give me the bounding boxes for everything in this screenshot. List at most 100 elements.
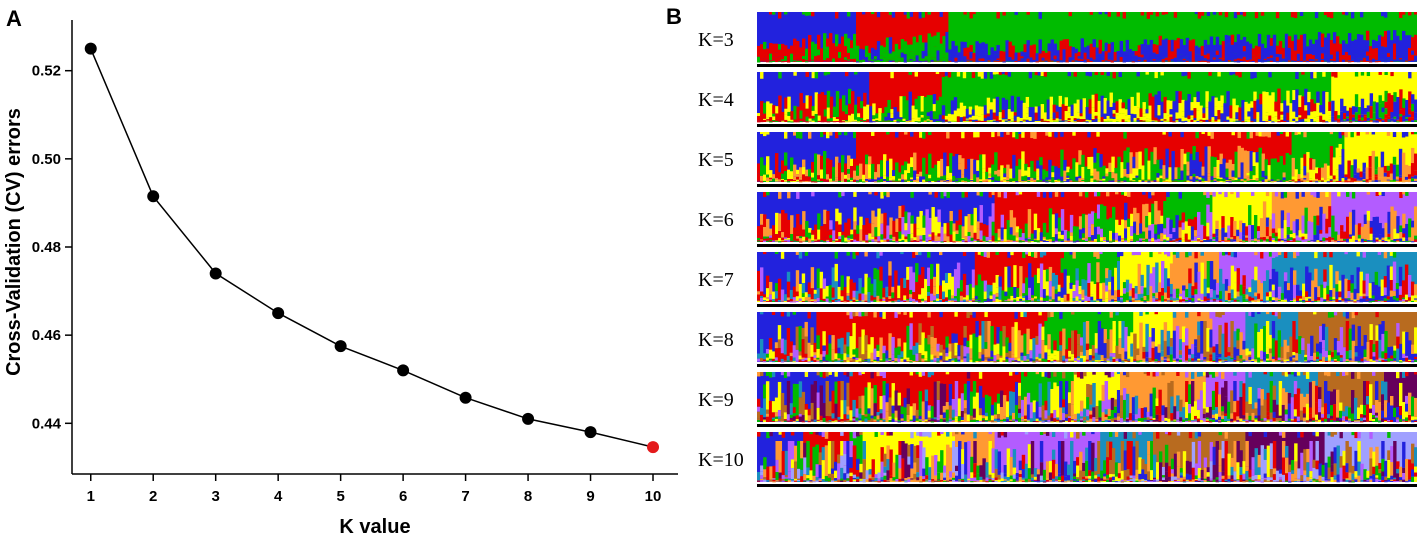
admixture-strip <box>1216 179 1219 180</box>
admixture-strip <box>817 50 820 56</box>
admixture-strip <box>1132 178 1135 180</box>
admixture-strip <box>1346 241 1349 242</box>
admixture-strip <box>877 241 880 242</box>
admixture-strip <box>1381 53 1384 60</box>
admixture-strip <box>1111 299 1114 301</box>
admixture-strip <box>802 241 805 242</box>
admixture-strip <box>814 179 817 181</box>
admixture-strip <box>1344 177 1347 180</box>
admixture-strip <box>1367 221 1370 228</box>
admixture-strip <box>775 178 778 180</box>
admixture-strip <box>1142 116 1145 120</box>
admixture-strip <box>1141 294 1144 298</box>
admixture-strip <box>1408 48 1411 60</box>
admixture-strip <box>802 121 805 122</box>
admixture-strip <box>1087 60 1090 61</box>
admixture-strip <box>1157 224 1160 234</box>
admixture-strip <box>1207 132 1210 136</box>
admixture-strip <box>844 223 847 238</box>
admixture-strip <box>912 121 915 122</box>
admixture-strip <box>1390 207 1393 230</box>
admixture-strip <box>931 207 934 232</box>
admixture-strip <box>1054 59 1057 61</box>
admixture-strip <box>1402 108 1405 115</box>
admixture-strip <box>901 39 904 46</box>
admixture-strip <box>1033 178 1036 179</box>
admixture-strip <box>805 49 808 59</box>
admixture-strip <box>1303 61 1306 62</box>
admixture-strip <box>1338 281 1341 292</box>
admixture-strip <box>1010 234 1013 239</box>
admixture-strip <box>1066 167 1069 173</box>
admixture-strip <box>1202 113 1205 118</box>
admixture-strip <box>1384 108 1387 114</box>
admixture-strip <box>1226 91 1229 107</box>
admixture-strip <box>991 177 994 179</box>
admixture-strip <box>1373 113 1376 121</box>
admixture-strip <box>979 154 982 169</box>
admixture-strip <box>1294 58 1297 61</box>
admixture-strip <box>1177 172 1180 177</box>
admixture-strip <box>757 46 760 57</box>
admixture-strip <box>1120 298 1123 300</box>
admixture-strip <box>1049 301 1052 302</box>
admixture-strip <box>820 170 823 179</box>
admixture-strip <box>1018 170 1021 181</box>
admixture-strip <box>824 95 827 109</box>
admixture-strip <box>1379 118 1382 120</box>
admixture-strip <box>916 217 919 229</box>
admixture-strip <box>1202 121 1205 122</box>
admixture-strip <box>1313 235 1316 240</box>
admixture-strip <box>1405 181 1408 182</box>
admixture-strip <box>1120 252 1123 256</box>
admixture-strip <box>1068 72 1071 76</box>
admixture-strip <box>1142 204 1145 231</box>
admixture-strip <box>1006 181 1009 182</box>
admixture-strip <box>1128 115 1131 118</box>
admixture-strip <box>1105 268 1108 278</box>
admixture-strip <box>787 312 790 317</box>
admixture-strip <box>1135 294 1138 299</box>
admixture-strip <box>818 113 821 116</box>
admixture-strip <box>949 221 952 235</box>
admixture-strip <box>1344 301 1347 302</box>
admixture-strip <box>1344 181 1347 182</box>
admixture-strip <box>1209 212 1212 235</box>
admixture-strip <box>1309 170 1312 179</box>
admixture-strip <box>1194 289 1197 294</box>
admixture-strip <box>1268 95 1271 115</box>
admixture-strip <box>1390 40 1393 50</box>
admixture-strip <box>1020 58 1023 60</box>
admixture-strip <box>1039 165 1042 180</box>
admixture-strip <box>1256 152 1259 162</box>
admixture-strip <box>1067 231 1070 238</box>
admixture-strip <box>960 296 963 301</box>
admixture-strip <box>1129 300 1132 302</box>
admixture-strip <box>1246 42 1249 50</box>
admixture-strip <box>1204 58 1207 60</box>
admixture-strip <box>924 301 927 302</box>
admixture-strip <box>1022 296 1025 298</box>
admixture-strip <box>1270 58 1273 61</box>
admixture-strip <box>892 181 895 182</box>
admixture-strip <box>852 252 855 259</box>
admixture-strip <box>1051 53 1054 58</box>
admixture-strip <box>1162 59 1165 61</box>
admixture-strip <box>1213 52 1216 58</box>
admixture-strip <box>1023 44 1026 52</box>
admixture-strip <box>796 107 799 121</box>
admixture-strip <box>988 178 991 179</box>
admixture-strip <box>1201 12 1204 16</box>
admixture-strip <box>1087 297 1090 301</box>
admixture-strip <box>899 119 902 120</box>
admixture-strip <box>993 51 996 55</box>
admixture-strip <box>1204 173 1207 181</box>
admixture-strip <box>1353 289 1356 300</box>
admixture-strip <box>1346 118 1349 121</box>
admixture-strip <box>1070 215 1073 233</box>
admixture-strip <box>993 99 996 113</box>
admixture-strip <box>799 53 802 61</box>
admixture-strip <box>760 296 763 298</box>
admixture-strip <box>1082 228 1085 233</box>
admixture-strip <box>1214 116 1217 120</box>
